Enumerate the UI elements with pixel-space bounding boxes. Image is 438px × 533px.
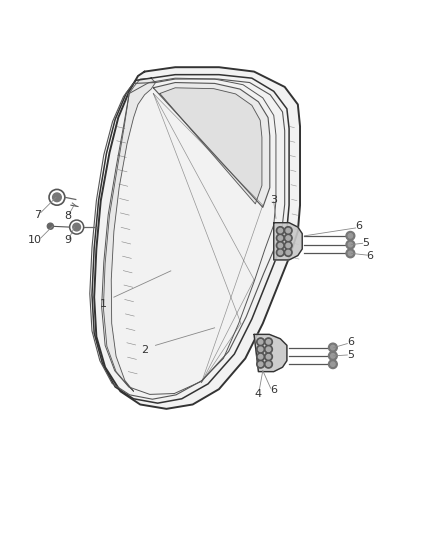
- Polygon shape: [274, 223, 302, 260]
- Text: 6: 6: [270, 385, 277, 395]
- Circle shape: [276, 227, 284, 235]
- Text: 7: 7: [34, 210, 41, 220]
- Polygon shape: [160, 88, 262, 204]
- Text: 5: 5: [347, 350, 354, 360]
- Circle shape: [286, 251, 290, 255]
- Circle shape: [284, 241, 292, 249]
- Polygon shape: [254, 334, 287, 372]
- Circle shape: [265, 345, 272, 353]
- Text: 4: 4: [255, 389, 262, 399]
- Circle shape: [278, 243, 283, 248]
- Circle shape: [328, 343, 337, 352]
- Circle shape: [73, 223, 81, 231]
- Circle shape: [265, 353, 272, 361]
- Circle shape: [346, 240, 355, 249]
- Circle shape: [348, 243, 353, 247]
- Circle shape: [331, 362, 335, 366]
- Circle shape: [348, 233, 353, 238]
- Circle shape: [258, 347, 263, 351]
- Circle shape: [265, 360, 272, 368]
- Circle shape: [276, 248, 284, 256]
- Circle shape: [328, 351, 337, 360]
- Text: 6: 6: [356, 221, 363, 231]
- Circle shape: [257, 353, 265, 361]
- Circle shape: [257, 345, 265, 353]
- Text: 2: 2: [141, 345, 148, 355]
- Polygon shape: [153, 83, 270, 207]
- Circle shape: [53, 193, 61, 201]
- Circle shape: [346, 231, 355, 240]
- Circle shape: [276, 241, 284, 249]
- Text: 6: 6: [367, 252, 374, 261]
- Text: 3: 3: [270, 195, 277, 205]
- Text: 10: 10: [28, 235, 42, 245]
- Circle shape: [286, 236, 290, 240]
- Circle shape: [278, 251, 283, 255]
- Circle shape: [284, 227, 292, 235]
- Text: 6: 6: [347, 337, 354, 347]
- Circle shape: [47, 223, 53, 229]
- Circle shape: [348, 251, 353, 255]
- Circle shape: [266, 354, 271, 359]
- Text: 8: 8: [64, 211, 71, 221]
- Circle shape: [258, 340, 263, 344]
- Circle shape: [278, 236, 283, 240]
- Circle shape: [276, 234, 284, 242]
- Circle shape: [266, 347, 271, 351]
- Circle shape: [257, 338, 265, 346]
- Circle shape: [284, 234, 292, 242]
- Text: 1: 1: [99, 298, 106, 309]
- Circle shape: [278, 229, 283, 233]
- Circle shape: [266, 362, 271, 366]
- Circle shape: [266, 340, 271, 344]
- Circle shape: [286, 243, 290, 248]
- Circle shape: [331, 354, 335, 358]
- Circle shape: [257, 360, 265, 368]
- Circle shape: [258, 354, 263, 359]
- Circle shape: [265, 338, 272, 346]
- Polygon shape: [103, 78, 155, 391]
- Circle shape: [331, 345, 335, 350]
- Circle shape: [284, 248, 292, 256]
- Text: 9: 9: [64, 235, 71, 245]
- Circle shape: [328, 360, 337, 368]
- Circle shape: [346, 249, 355, 258]
- Polygon shape: [94, 67, 300, 409]
- Text: 5: 5: [362, 238, 369, 248]
- Circle shape: [258, 362, 263, 366]
- Circle shape: [286, 229, 290, 233]
